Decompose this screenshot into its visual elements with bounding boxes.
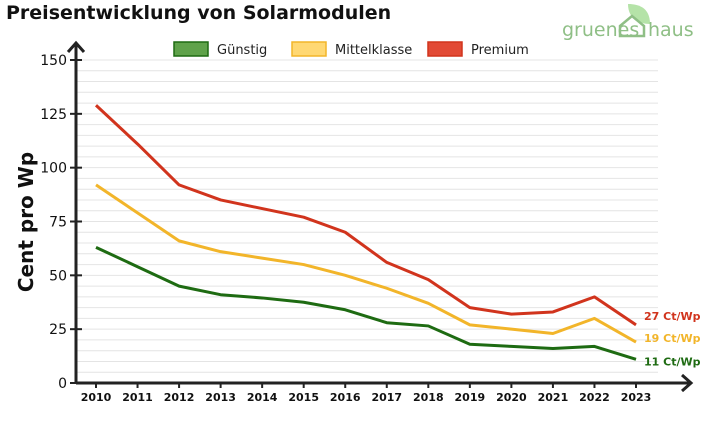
- y-tick-label: 100: [40, 161, 67, 177]
- x-tick-label: 2014: [247, 391, 278, 404]
- gruenes-haus-logo: gruenes haus: [560, 2, 700, 42]
- x-tick-label: 2021: [538, 391, 569, 404]
- legend-label: Premium: [471, 43, 529, 58]
- x-tick-label: 2019: [455, 391, 486, 404]
- x-tick-label: 2013: [205, 391, 236, 404]
- end-value-label: 11 Ct/Wp: [644, 355, 701, 368]
- grid-lines: [76, 59, 658, 373]
- x-tick-label: 2012: [164, 391, 195, 404]
- series-line-premium: [94, 104, 637, 327]
- end-value-label: 19 Ct/Wp: [644, 332, 701, 345]
- y-axis-label: Cent pro Wp: [14, 152, 38, 292]
- x-axis-arrow-icon: [681, 373, 694, 393]
- legend-label: Mittelklasse: [335, 43, 412, 58]
- x-tick-label: 2017: [371, 391, 402, 404]
- y-tick-label: 0: [58, 376, 67, 392]
- leaf-icon: [628, 4, 650, 24]
- x-tick-label: 2015: [288, 391, 319, 404]
- axes: 0 25 50 75 100 125 150 2010 2011 2012 2013 2014 2015…: [40, 40, 694, 404]
- legend-swatch: [427, 41, 463, 57]
- x-tick-label: 2022: [579, 391, 610, 404]
- x-tick-label: 2018: [413, 391, 444, 404]
- logo-text-right: haus: [648, 19, 694, 41]
- y-tick-label: 25: [49, 322, 67, 338]
- x-tick-label: 2023: [621, 391, 652, 404]
- y-tick-label: 50: [49, 268, 67, 284]
- series-line-mittelklasse: [95, 183, 637, 344]
- series-lines: 11 Ct/Wp 19 Ct/Wp 27 Ct/Wp: [94, 104, 701, 368]
- end-value-label: 27 Ct/Wp: [644, 310, 701, 323]
- legend: Günstig Mittelklasse Premium: [173, 41, 529, 58]
- legend-label: Günstig: [217, 43, 267, 58]
- legend-swatch: [291, 41, 327, 57]
- x-tick-label: 2020: [496, 391, 527, 404]
- y-tick-label: 125: [40, 107, 67, 123]
- y-tick-label: 75: [49, 215, 67, 231]
- legend-swatch: [173, 41, 209, 57]
- x-tick-label: 2011: [122, 391, 153, 404]
- y-axis-arrow-icon: [66, 40, 86, 53]
- y-tick-label: 150: [40, 53, 67, 69]
- house-icon: [618, 14, 646, 38]
- series-line-günstig: [95, 245, 637, 361]
- x-tick-label: 2016: [330, 391, 361, 404]
- logo-text-left: gruenes: [562, 19, 639, 41]
- x-tick-label: 2010: [81, 391, 112, 404]
- chart-title: Preisentwicklung von Solarmodulen: [6, 2, 392, 24]
